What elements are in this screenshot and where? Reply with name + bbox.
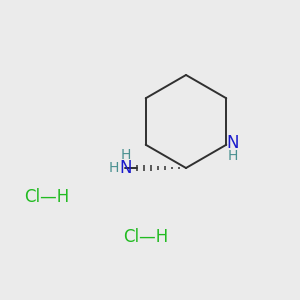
Text: Cl—H: Cl—H bbox=[24, 188, 69, 206]
Text: H: H bbox=[108, 161, 118, 175]
Text: H: H bbox=[228, 149, 238, 163]
Text: N: N bbox=[119, 159, 132, 177]
Text: H: H bbox=[120, 148, 130, 162]
Text: Cl—H: Cl—H bbox=[123, 228, 168, 246]
Text: N: N bbox=[226, 134, 239, 152]
